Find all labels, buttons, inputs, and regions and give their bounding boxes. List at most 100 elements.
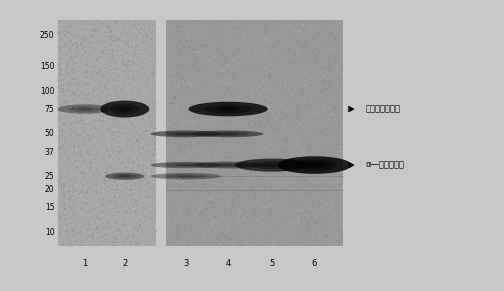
Point [255, 179, 263, 183]
Point [64, 157, 72, 162]
Point [233, 94, 241, 98]
Point [327, 194, 335, 199]
Point [77, 56, 85, 60]
Point [90, 206, 98, 211]
Point [54, 164, 62, 168]
Point [67, 47, 75, 52]
Point [261, 23, 269, 27]
Point [143, 236, 151, 241]
Point [169, 154, 177, 158]
Point [277, 216, 285, 220]
Point [333, 22, 341, 27]
Point [259, 123, 267, 128]
Point [141, 214, 149, 219]
Point [239, 210, 247, 215]
Point [112, 86, 120, 91]
Point [133, 230, 141, 234]
Point [172, 87, 180, 91]
Point [103, 214, 111, 218]
Point [231, 200, 239, 204]
Point [190, 77, 198, 82]
Point [125, 59, 134, 64]
Point [109, 94, 117, 99]
Point [138, 61, 146, 65]
Point [111, 173, 119, 177]
Point [92, 81, 100, 86]
Point [73, 52, 81, 57]
Point [254, 135, 262, 140]
Point [272, 164, 280, 168]
Point [77, 155, 85, 159]
Point [81, 47, 89, 51]
Point [95, 80, 103, 85]
Point [232, 141, 240, 146]
Point [281, 79, 289, 83]
Point [94, 18, 102, 23]
Point [100, 167, 108, 172]
Point [199, 185, 207, 189]
Point [177, 25, 185, 29]
Point [247, 124, 255, 129]
Point [224, 140, 232, 144]
Point [104, 208, 112, 213]
Point [185, 35, 193, 40]
Point [60, 86, 69, 91]
Point [287, 58, 295, 63]
Point [98, 118, 106, 123]
Point [283, 136, 291, 141]
Point [313, 116, 322, 120]
Point [126, 239, 134, 244]
Point [133, 226, 141, 231]
Point [104, 203, 112, 208]
Point [125, 118, 134, 123]
Point [245, 119, 253, 124]
Point [220, 155, 228, 159]
Point [149, 102, 157, 107]
Point [188, 141, 197, 146]
Point [78, 104, 86, 109]
Point [100, 20, 108, 25]
Point [105, 127, 113, 131]
Point [208, 155, 216, 160]
Point [79, 140, 87, 144]
Point [230, 62, 238, 67]
Point [123, 50, 131, 55]
Point [72, 198, 80, 203]
Point [114, 83, 122, 87]
Point [289, 75, 297, 80]
Point [304, 223, 312, 227]
Point [134, 134, 142, 138]
Point [284, 238, 292, 243]
Point [297, 191, 305, 196]
Point [306, 33, 314, 37]
Point [143, 37, 151, 42]
Point [254, 132, 262, 136]
Point [146, 170, 154, 174]
Point [88, 131, 96, 136]
Point [188, 91, 197, 95]
Point [114, 145, 122, 150]
Point [58, 116, 67, 121]
Point [334, 100, 342, 105]
Point [305, 143, 313, 148]
Point [256, 181, 264, 186]
Point [268, 218, 276, 222]
Point [170, 34, 178, 38]
Point [65, 31, 73, 36]
Point [330, 176, 338, 181]
Point [138, 74, 146, 79]
Point [261, 54, 269, 58]
Point [60, 143, 68, 148]
Point [202, 137, 210, 142]
Point [320, 177, 328, 181]
Point [148, 237, 156, 242]
Ellipse shape [105, 173, 145, 180]
Point [264, 142, 272, 147]
Point [58, 127, 67, 132]
Point [221, 164, 229, 169]
Point [177, 135, 185, 140]
Point [164, 111, 172, 116]
Point [177, 34, 185, 39]
Point [228, 237, 236, 241]
Point [260, 77, 268, 81]
